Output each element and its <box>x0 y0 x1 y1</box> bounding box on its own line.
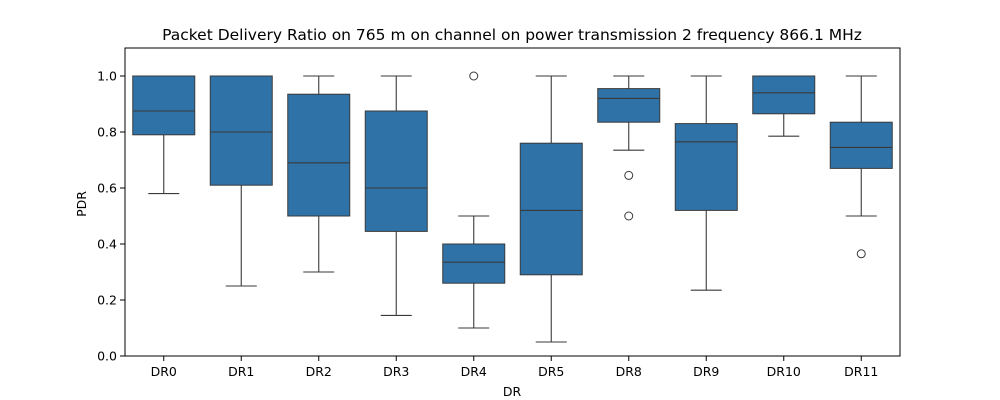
outlier-point <box>624 170 634 180</box>
x-tick-label: DR0 <box>151 364 177 379</box>
y-tick-label: 0.0 <box>97 349 117 364</box>
x-tick-label: DR9 <box>693 364 719 379</box>
x-axis-label: DR <box>503 384 522 399</box>
y-tick-label: 0.8 <box>97 125 117 140</box>
y-axis-label: PDR <box>74 191 89 217</box>
x-tick-label: DR10 <box>767 364 801 379</box>
x-tick-label: DR1 <box>228 364 254 379</box>
chart-title: Packet Delivery Ratio on 765 m on channe… <box>162 26 862 44</box>
box-DR0 <box>132 75 196 136</box>
y-tick-label: 0.4 <box>97 237 117 252</box>
x-tick-label: DR3 <box>383 364 409 379</box>
plot-area: 0.0 0.2 0.4 0.6 0.8 1.0 DR0 DR1 DR2 DR3 DR4 DR5 DR8 D… <box>97 47 901 379</box>
y-tick-label: 1.0 <box>97 69 117 84</box>
box-DR4 <box>442 243 506 284</box>
x-tick-label: DR8 <box>616 364 642 379</box>
x-tick-label: DR11 <box>844 364 878 379</box>
box-DR10 <box>752 75 816 115</box>
outlier-point <box>624 211 634 221</box>
box-DR1 <box>209 75 273 186</box>
outlier-point <box>856 249 866 259</box>
box-DR5 <box>519 142 583 276</box>
x-tick-label: DR5 <box>538 364 564 379</box>
x-tick-label: DR4 <box>461 364 487 379</box>
box-DR11 <box>829 121 893 169</box>
box-DR3 <box>364 110 428 232</box>
y-tick-label: 0.2 <box>97 293 117 308</box>
box-DR9 <box>674 123 738 211</box>
box-DR2 <box>287 93 351 217</box>
box-DR8 <box>597 88 661 123</box>
outlier-point <box>469 71 479 81</box>
plot-frame <box>124 47 901 357</box>
x-tick-label: DR2 <box>306 364 332 379</box>
y-tick-label: 0.6 <box>97 181 117 196</box>
